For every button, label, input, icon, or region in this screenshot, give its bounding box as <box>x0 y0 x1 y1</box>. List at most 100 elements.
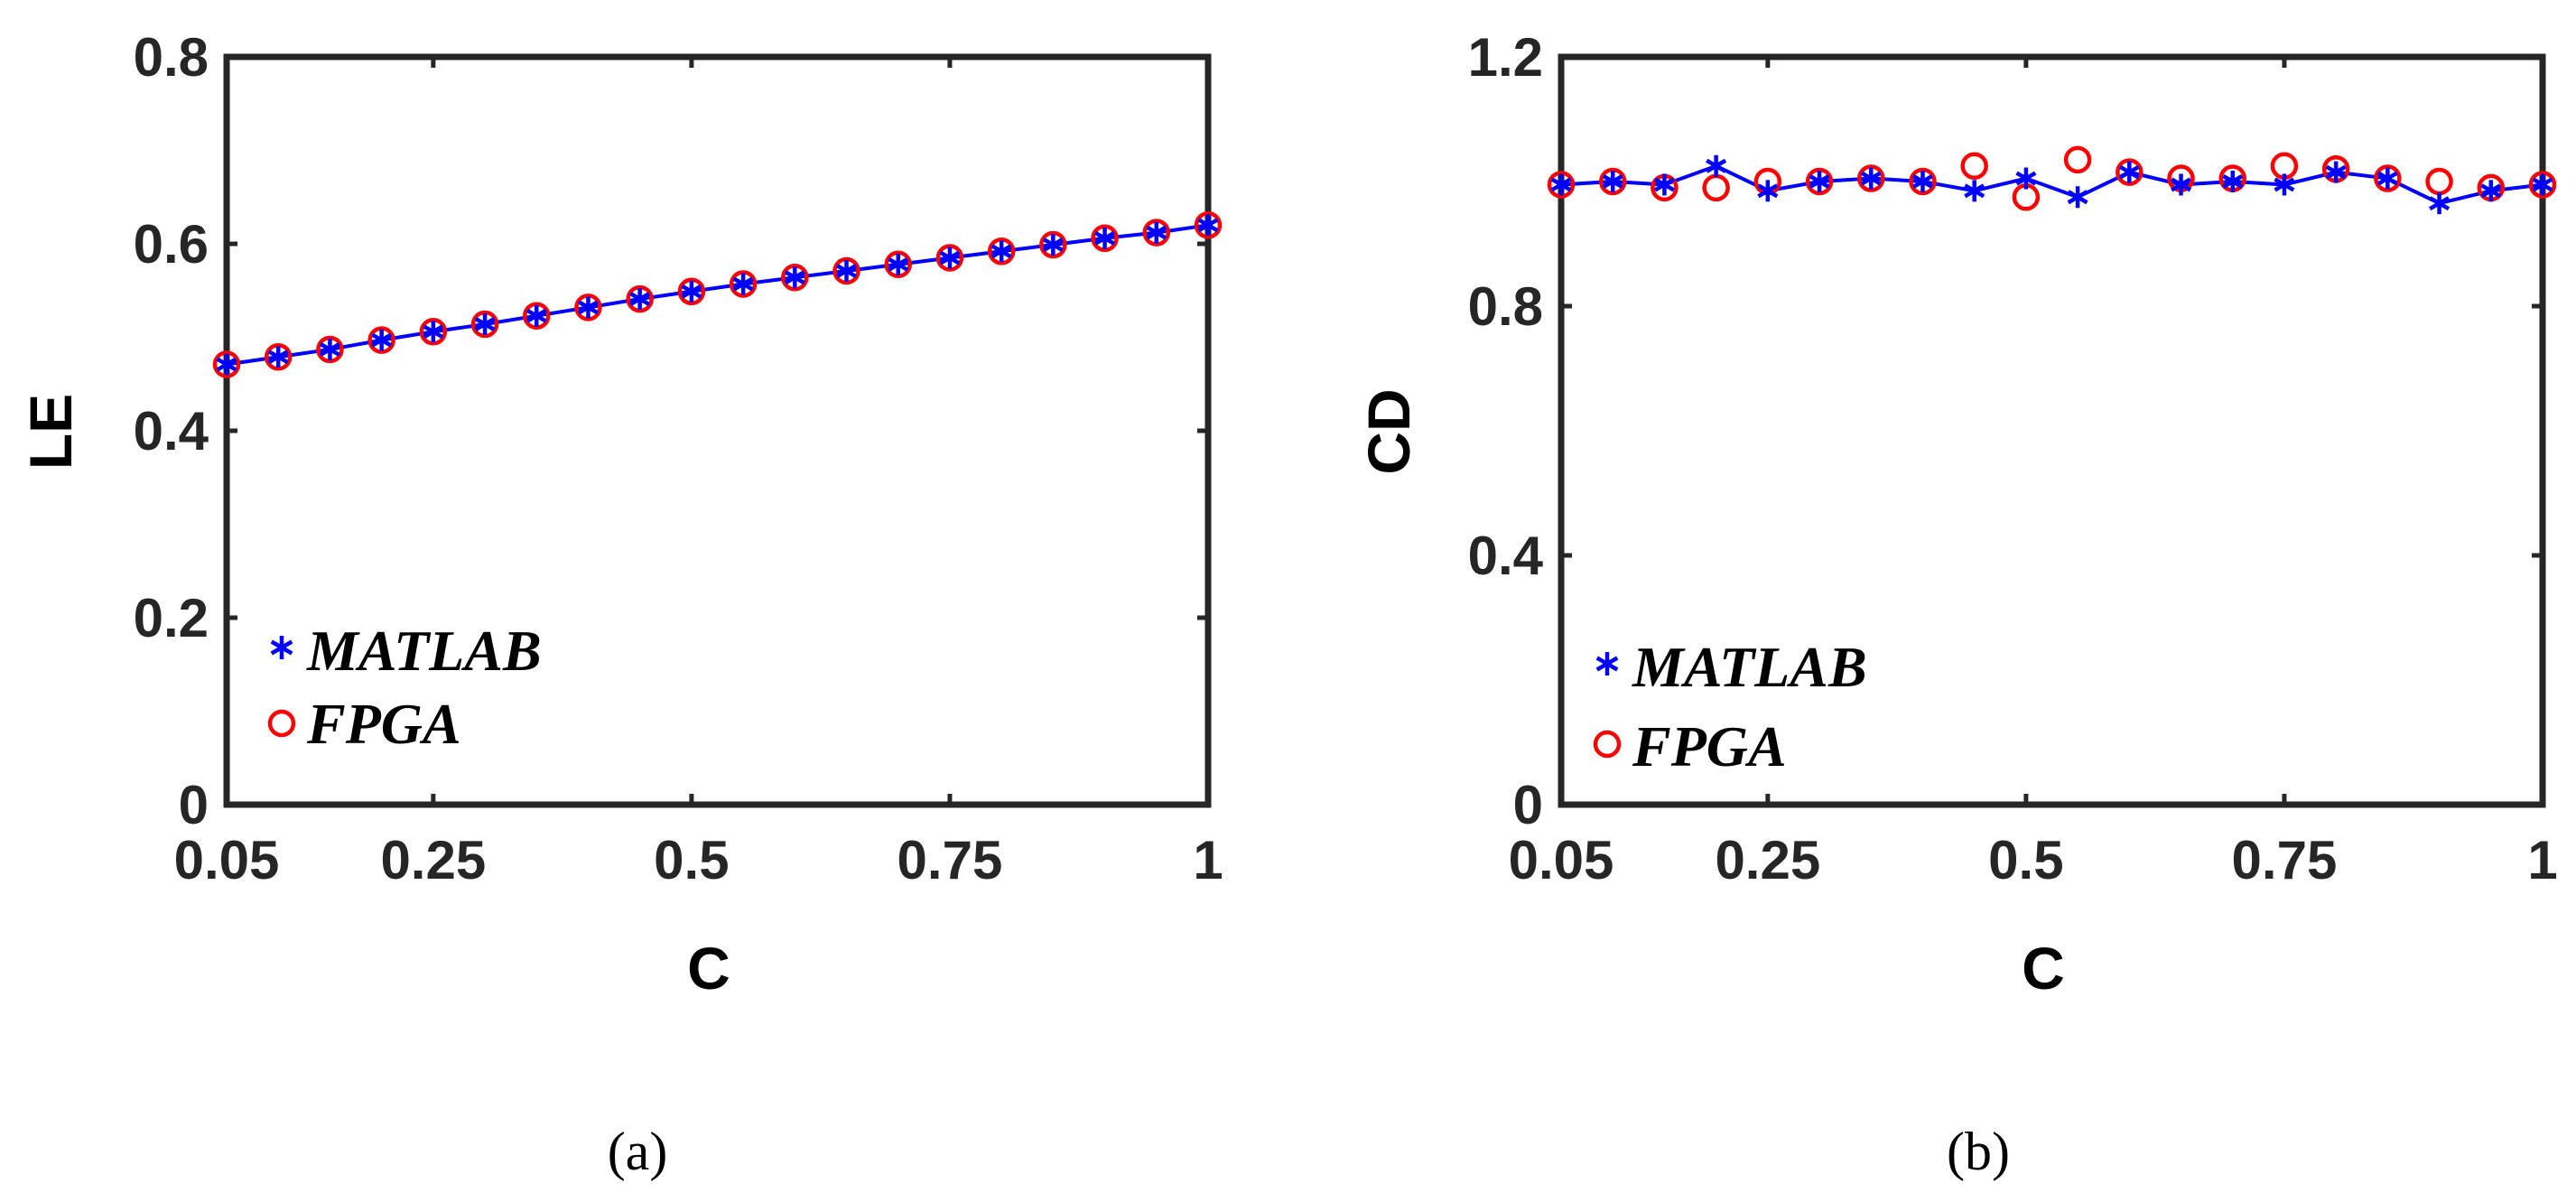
data-point-matlab <box>629 288 651 311</box>
data-point-fpga <box>1142 219 1171 247</box>
y-tick-labels-a: 0 0.2 0.4 0.6 0.8 <box>134 27 209 835</box>
legend-a: MATLAB FPGA <box>267 619 542 756</box>
data-point-fpga <box>626 284 654 313</box>
data-point-matlab <box>1809 171 1830 192</box>
x-tick-labels-b: 0.05 0.25 0.5 0.75 1 <box>1509 830 2558 890</box>
x-axis-title-a: C <box>687 935 730 1002</box>
data-point-fpga <box>1960 152 1988 180</box>
data-point-fpga <box>832 256 860 285</box>
data-point-fpga <box>1547 171 1576 199</box>
data-point-matlab <box>2171 173 2192 196</box>
series-group-a <box>212 211 1223 378</box>
data-point-fpga <box>1598 167 1627 196</box>
legend-circle-icon <box>267 709 296 738</box>
x-tick-labels-a: 0.05 0.25 0.5 0.75 1 <box>174 830 1223 890</box>
data-point-matlab <box>2429 192 2450 215</box>
data-point-matlab <box>423 321 444 343</box>
series-line-matlab <box>226 223 1209 367</box>
chart-panel-a: 0.05 0.25 0.5 0.75 1 0 0.2 0.4 0.6 0.8 C LE MATL… <box>17 27 1223 1181</box>
x-tick-label: 0.5 <box>1988 830 2063 890</box>
data-point-fpga <box>2116 158 2144 186</box>
data-point-fpga <box>316 335 344 364</box>
legend-label-matlab-a: MATLAB <box>306 619 542 683</box>
data-point-fpga <box>1039 230 1067 259</box>
y-tick-label: 0.6 <box>134 214 209 275</box>
data-point-fpga <box>935 244 964 272</box>
x-tick-label: 0.25 <box>1715 830 1820 890</box>
legend-marker-matlab-a <box>270 636 293 659</box>
legend-marker-matlab-b <box>1595 652 1619 676</box>
data-point-matlab <box>2532 173 2553 196</box>
legend-label-fpga-a: FPGA <box>306 692 461 756</box>
legend-marker-fpga-a <box>267 709 296 738</box>
data-point-matlab <box>784 266 805 289</box>
y-tick-label: 0.8 <box>134 27 209 88</box>
data-point-matlab <box>2325 161 2347 183</box>
data-point-matlab <box>2274 173 2295 196</box>
data-point-matlab <box>732 273 754 295</box>
data-point-fpga <box>264 342 293 371</box>
data-point-fpga <box>1909 167 1937 196</box>
data-point-fpga <box>574 294 602 321</box>
y-tick-label: 1.2 <box>1468 27 1543 88</box>
legend-asterisk-icon <box>270 636 293 659</box>
legend-b: MATLAB FPGA <box>1593 635 1867 778</box>
data-point-fpga <box>987 238 1016 266</box>
y-tick-label: 0.4 <box>134 401 209 461</box>
x-tick-label: 1 <box>2527 830 2557 890</box>
data-point-fpga <box>1702 173 1730 202</box>
y-axis-title-a: LE <box>17 394 84 470</box>
data-point-fpga <box>2425 167 2453 196</box>
data-point-matlab <box>1911 171 1933 192</box>
data-point-matlab <box>990 240 1012 263</box>
data-point-matlab <box>1706 154 1727 177</box>
data-point-fpga <box>1857 164 1885 192</box>
data-point-matlab <box>525 304 547 327</box>
data-point-fpga <box>2528 171 2557 199</box>
data-point-matlab <box>2067 186 2088 209</box>
tick-marks-a <box>224 54 1211 807</box>
data-point-matlab <box>577 296 599 319</box>
data-point-matlab <box>888 253 909 275</box>
tick-marks-b <box>1558 54 2545 807</box>
x-tick-label: 0.75 <box>897 830 1003 890</box>
data-point-fpga <box>212 350 241 378</box>
y-tick-label: 0.8 <box>1468 276 1543 337</box>
data-point-fpga <box>523 302 551 330</box>
data-point-fpga <box>2374 164 2402 192</box>
panel-caption-b: (b) <box>1947 1122 2010 1181</box>
data-point-matlab <box>371 329 393 351</box>
data-point-matlab <box>1602 171 1623 192</box>
legend-label-fpga-b: FPGA <box>1632 714 1787 778</box>
y-tick-label: 0.2 <box>134 588 209 648</box>
y-axis-title-b: CD <box>1355 388 1422 474</box>
data-point-matlab <box>2015 167 2037 190</box>
x-tick-label: 0.05 <box>1509 830 1614 890</box>
data-point-matlab <box>1197 214 1219 237</box>
x-tick-label: 0.75 <box>2232 830 2338 890</box>
data-point-fpga <box>1805 167 1834 196</box>
panel-caption-a: (a) <box>608 1122 668 1181</box>
data-point-fpga <box>367 326 395 354</box>
legend-label-matlab-b: MATLAB <box>1632 635 1867 699</box>
data-point-matlab <box>1860 167 1882 190</box>
legend-circle-icon <box>1593 730 1622 759</box>
legend-asterisk-icon <box>1595 652 1619 676</box>
data-point-matlab <box>1964 180 1985 202</box>
data-point-matlab <box>2222 171 2244 192</box>
data-point-matlab <box>1757 180 1779 202</box>
data-point-matlab <box>681 280 702 303</box>
data-point-matlab <box>319 338 340 360</box>
series-group-b <box>1547 145 2557 215</box>
data-point-matlab <box>267 346 289 368</box>
data-point-fpga <box>419 318 448 346</box>
data-point-matlab <box>939 247 961 269</box>
data-point-fpga <box>1194 211 1223 239</box>
x-tick-label: 1 <box>1193 830 1223 890</box>
data-point-fpga <box>470 310 499 339</box>
chart-panel-b: 0.05 0.25 0.5 0.75 1 0 0.4 0.8 1.2 C CD MATLAB … <box>1355 27 2558 1181</box>
data-point-matlab <box>1653 173 1675 196</box>
data-point-fpga <box>781 264 809 292</box>
y-tick-labels-b: 0 0.4 0.8 1.2 <box>1468 27 1544 835</box>
